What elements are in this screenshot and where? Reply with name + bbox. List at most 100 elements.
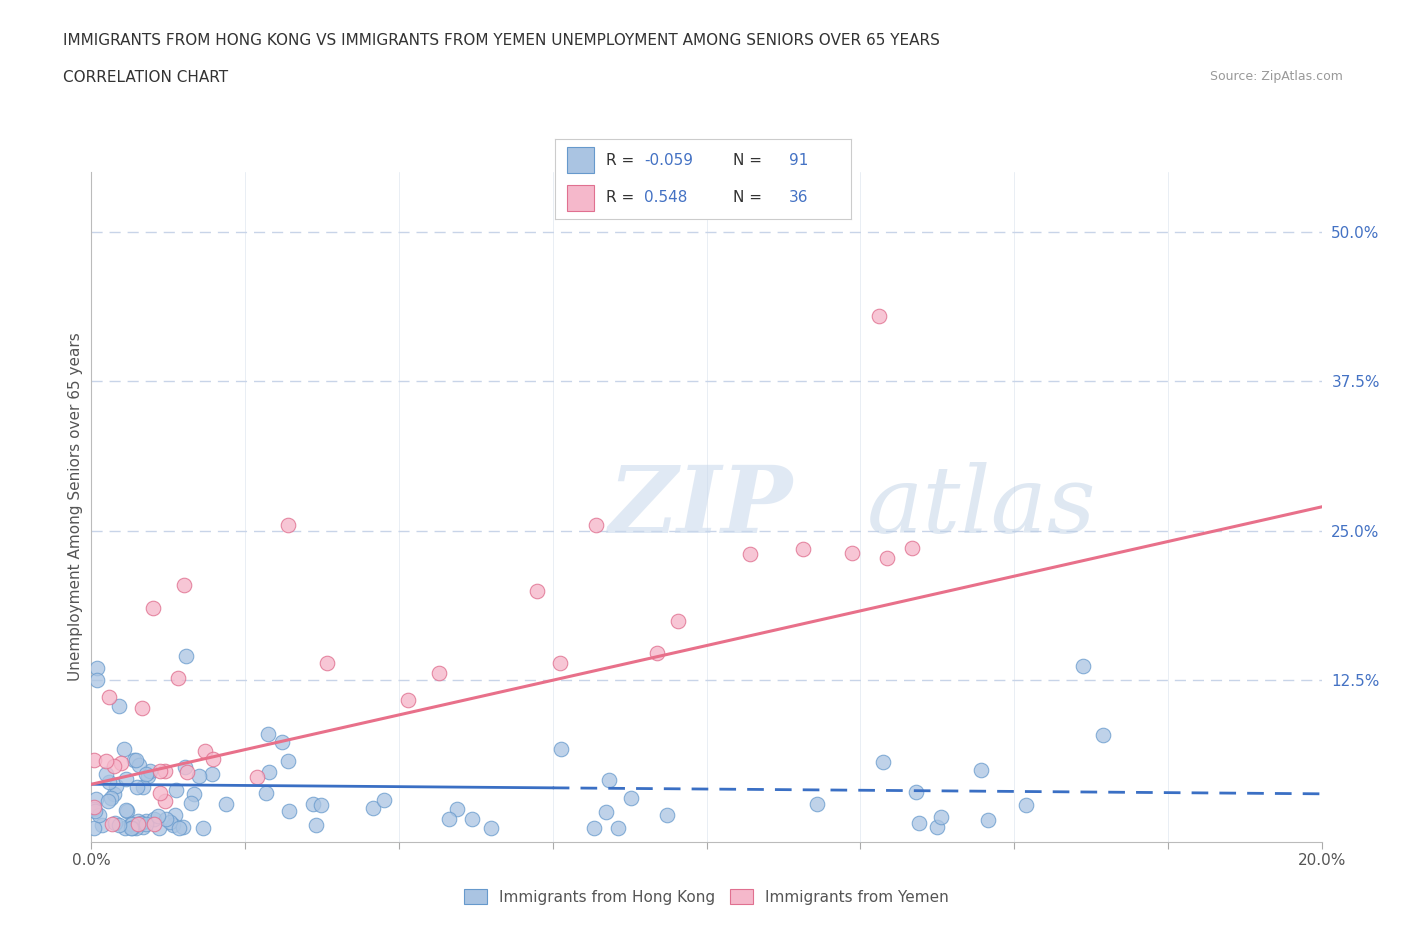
Point <box>429 665 451 680</box>
Point <box>148 820 170 835</box>
Point <box>167 671 190 685</box>
Point <box>907 816 929 830</box>
Point <box>94 753 117 768</box>
Point <box>120 820 142 835</box>
Point <box>606 821 628 836</box>
Point <box>121 821 143 836</box>
Point <box>149 764 172 778</box>
Point <box>929 809 952 824</box>
Point <box>162 817 184 832</box>
Point <box>271 735 294 750</box>
Point <box>127 814 149 829</box>
Text: ZIP: ZIP <box>607 462 793 551</box>
Point <box>86 672 108 687</box>
Point <box>188 769 211 784</box>
Point <box>83 753 105 768</box>
Text: -0.059: -0.059 <box>644 153 693 167</box>
Point <box>155 793 177 808</box>
Point <box>135 814 157 829</box>
Point <box>1091 727 1114 742</box>
Point <box>159 815 181 830</box>
Point <box>550 741 572 756</box>
Point <box>174 649 197 664</box>
Point <box>1071 658 1094 673</box>
Bar <box>567 185 593 211</box>
Point <box>202 751 225 766</box>
Point <box>841 546 863 561</box>
Text: 36: 36 <box>789 191 808 206</box>
Point <box>373 792 395 807</box>
Point <box>582 821 605 836</box>
Point <box>104 816 127 830</box>
Point <box>446 802 468 817</box>
Point <box>135 817 157 831</box>
Point <box>105 778 128 793</box>
Text: N =: N = <box>733 191 766 206</box>
Point <box>876 551 898 565</box>
Point <box>461 812 484 827</box>
Point <box>1015 798 1038 813</box>
Point <box>309 797 332 812</box>
Point <box>101 817 124 831</box>
Point <box>86 791 108 806</box>
Point <box>103 786 125 801</box>
Point <box>83 802 105 817</box>
Text: Source: ZipAtlas.com: Source: ZipAtlas.com <box>1209 70 1343 83</box>
Point <box>598 773 620 788</box>
Point <box>977 813 1000 828</box>
Point <box>301 796 323 811</box>
Point <box>115 804 138 818</box>
Point <box>121 817 143 831</box>
Point <box>174 760 197 775</box>
Text: R =: R = <box>606 153 638 167</box>
Point <box>125 752 148 767</box>
Point <box>548 656 571 671</box>
Y-axis label: Unemployment Among Seniors over 65 years: Unemployment Among Seniors over 65 years <box>67 333 83 682</box>
Point <box>925 819 948 834</box>
Legend: Immigrants from Hong Kong, Immigrants from Yemen: Immigrants from Hong Kong, Immigrants fr… <box>458 884 955 911</box>
Point <box>738 546 761 561</box>
Point <box>526 584 548 599</box>
Point <box>120 817 142 831</box>
Point <box>128 757 150 772</box>
Point <box>792 541 814 556</box>
Point <box>901 540 924 555</box>
Point <box>872 755 894 770</box>
Point <box>138 769 160 784</box>
Text: 0.548: 0.548 <box>644 191 688 206</box>
Point <box>155 811 177 826</box>
Point <box>970 763 993 777</box>
Point <box>316 656 339 671</box>
Point <box>169 821 191 836</box>
Point <box>83 821 105 836</box>
Point <box>361 801 384 816</box>
Point <box>97 690 120 705</box>
Point <box>645 645 668 660</box>
Point <box>176 764 198 779</box>
Point <box>108 698 131 713</box>
Point <box>666 614 689 629</box>
Point <box>305 818 328 833</box>
Text: atlas: atlas <box>866 462 1095 551</box>
Point <box>94 767 117 782</box>
Point <box>149 786 172 801</box>
Point <box>585 517 607 532</box>
Point <box>277 753 299 768</box>
Point <box>437 811 460 826</box>
Point <box>127 817 149 831</box>
Point <box>904 785 927 800</box>
Point <box>153 764 176 778</box>
Point <box>129 816 152 830</box>
Point <box>278 804 301 819</box>
Point <box>183 786 205 801</box>
Point <box>172 820 194 835</box>
Point <box>143 812 166 827</box>
Point <box>191 821 214 836</box>
Point <box>112 742 135 757</box>
Point <box>97 793 120 808</box>
Point <box>173 578 195 592</box>
Point <box>103 758 125 773</box>
Text: N =: N = <box>733 153 766 167</box>
Point <box>806 797 828 812</box>
Point <box>86 661 108 676</box>
